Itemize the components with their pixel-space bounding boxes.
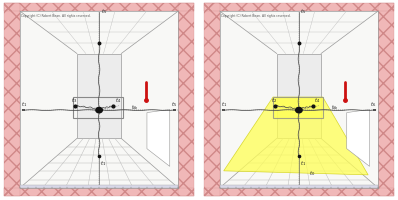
Bar bbox=[4, 4, 194, 12]
Bar bbox=[204, 188, 394, 196]
Text: $t_5$: $t_5$ bbox=[300, 7, 306, 16]
Polygon shape bbox=[277, 54, 321, 139]
Bar bbox=[4, 188, 194, 196]
Bar bbox=[220, 12, 378, 188]
Bar bbox=[378, 4, 394, 196]
Bar bbox=[4, 4, 20, 196]
Bar bbox=[178, 4, 194, 196]
Polygon shape bbox=[77, 54, 121, 139]
Bar bbox=[204, 4, 394, 12]
Polygon shape bbox=[224, 98, 368, 175]
Bar bbox=[204, 4, 394, 12]
Text: $t_5$: $t_5$ bbox=[101, 7, 107, 16]
Bar bbox=[273, 98, 323, 119]
Text: $t_3$: $t_3$ bbox=[71, 95, 78, 104]
Bar bbox=[204, 4, 220, 196]
Text: $t_1$: $t_1$ bbox=[300, 158, 306, 167]
Ellipse shape bbox=[95, 107, 103, 114]
Bar bbox=[4, 4, 194, 12]
Text: $t_1$: $t_1$ bbox=[21, 100, 27, 109]
Bar bbox=[73, 98, 123, 119]
Text: $t_6$: $t_6$ bbox=[370, 100, 377, 109]
Bar bbox=[178, 4, 194, 196]
Bar bbox=[204, 4, 220, 196]
Polygon shape bbox=[147, 110, 170, 167]
Text: Copyright (C) Robert Bean. All rights reserved.: Copyright (C) Robert Bean. All rights re… bbox=[221, 14, 291, 18]
Bar bbox=[4, 188, 194, 196]
Bar bbox=[204, 188, 394, 196]
Bar bbox=[4, 4, 20, 196]
Text: Copyright (C) Robert Bean. All rights reserved.: Copyright (C) Robert Bean. All rights re… bbox=[21, 14, 91, 18]
Text: $t_1$: $t_1$ bbox=[221, 100, 227, 109]
Text: $t_2$: $t_2$ bbox=[271, 95, 277, 104]
Text: $t_5$: $t_5$ bbox=[171, 100, 177, 109]
Text: $t_4$: $t_4$ bbox=[115, 96, 121, 105]
Text: $t_{db}$: $t_{db}$ bbox=[331, 103, 339, 111]
Polygon shape bbox=[347, 110, 370, 167]
Bar bbox=[378, 4, 394, 196]
Bar bbox=[20, 185, 178, 188]
Text: $t_4$: $t_4$ bbox=[314, 96, 321, 105]
Bar bbox=[20, 12, 178, 188]
Text: $t_1$: $t_1$ bbox=[100, 158, 106, 167]
Ellipse shape bbox=[295, 107, 303, 114]
Text: $t_0$: $t_0$ bbox=[309, 168, 315, 177]
Text: $t_{db}$: $t_{db}$ bbox=[131, 103, 139, 111]
Bar bbox=[220, 185, 378, 188]
